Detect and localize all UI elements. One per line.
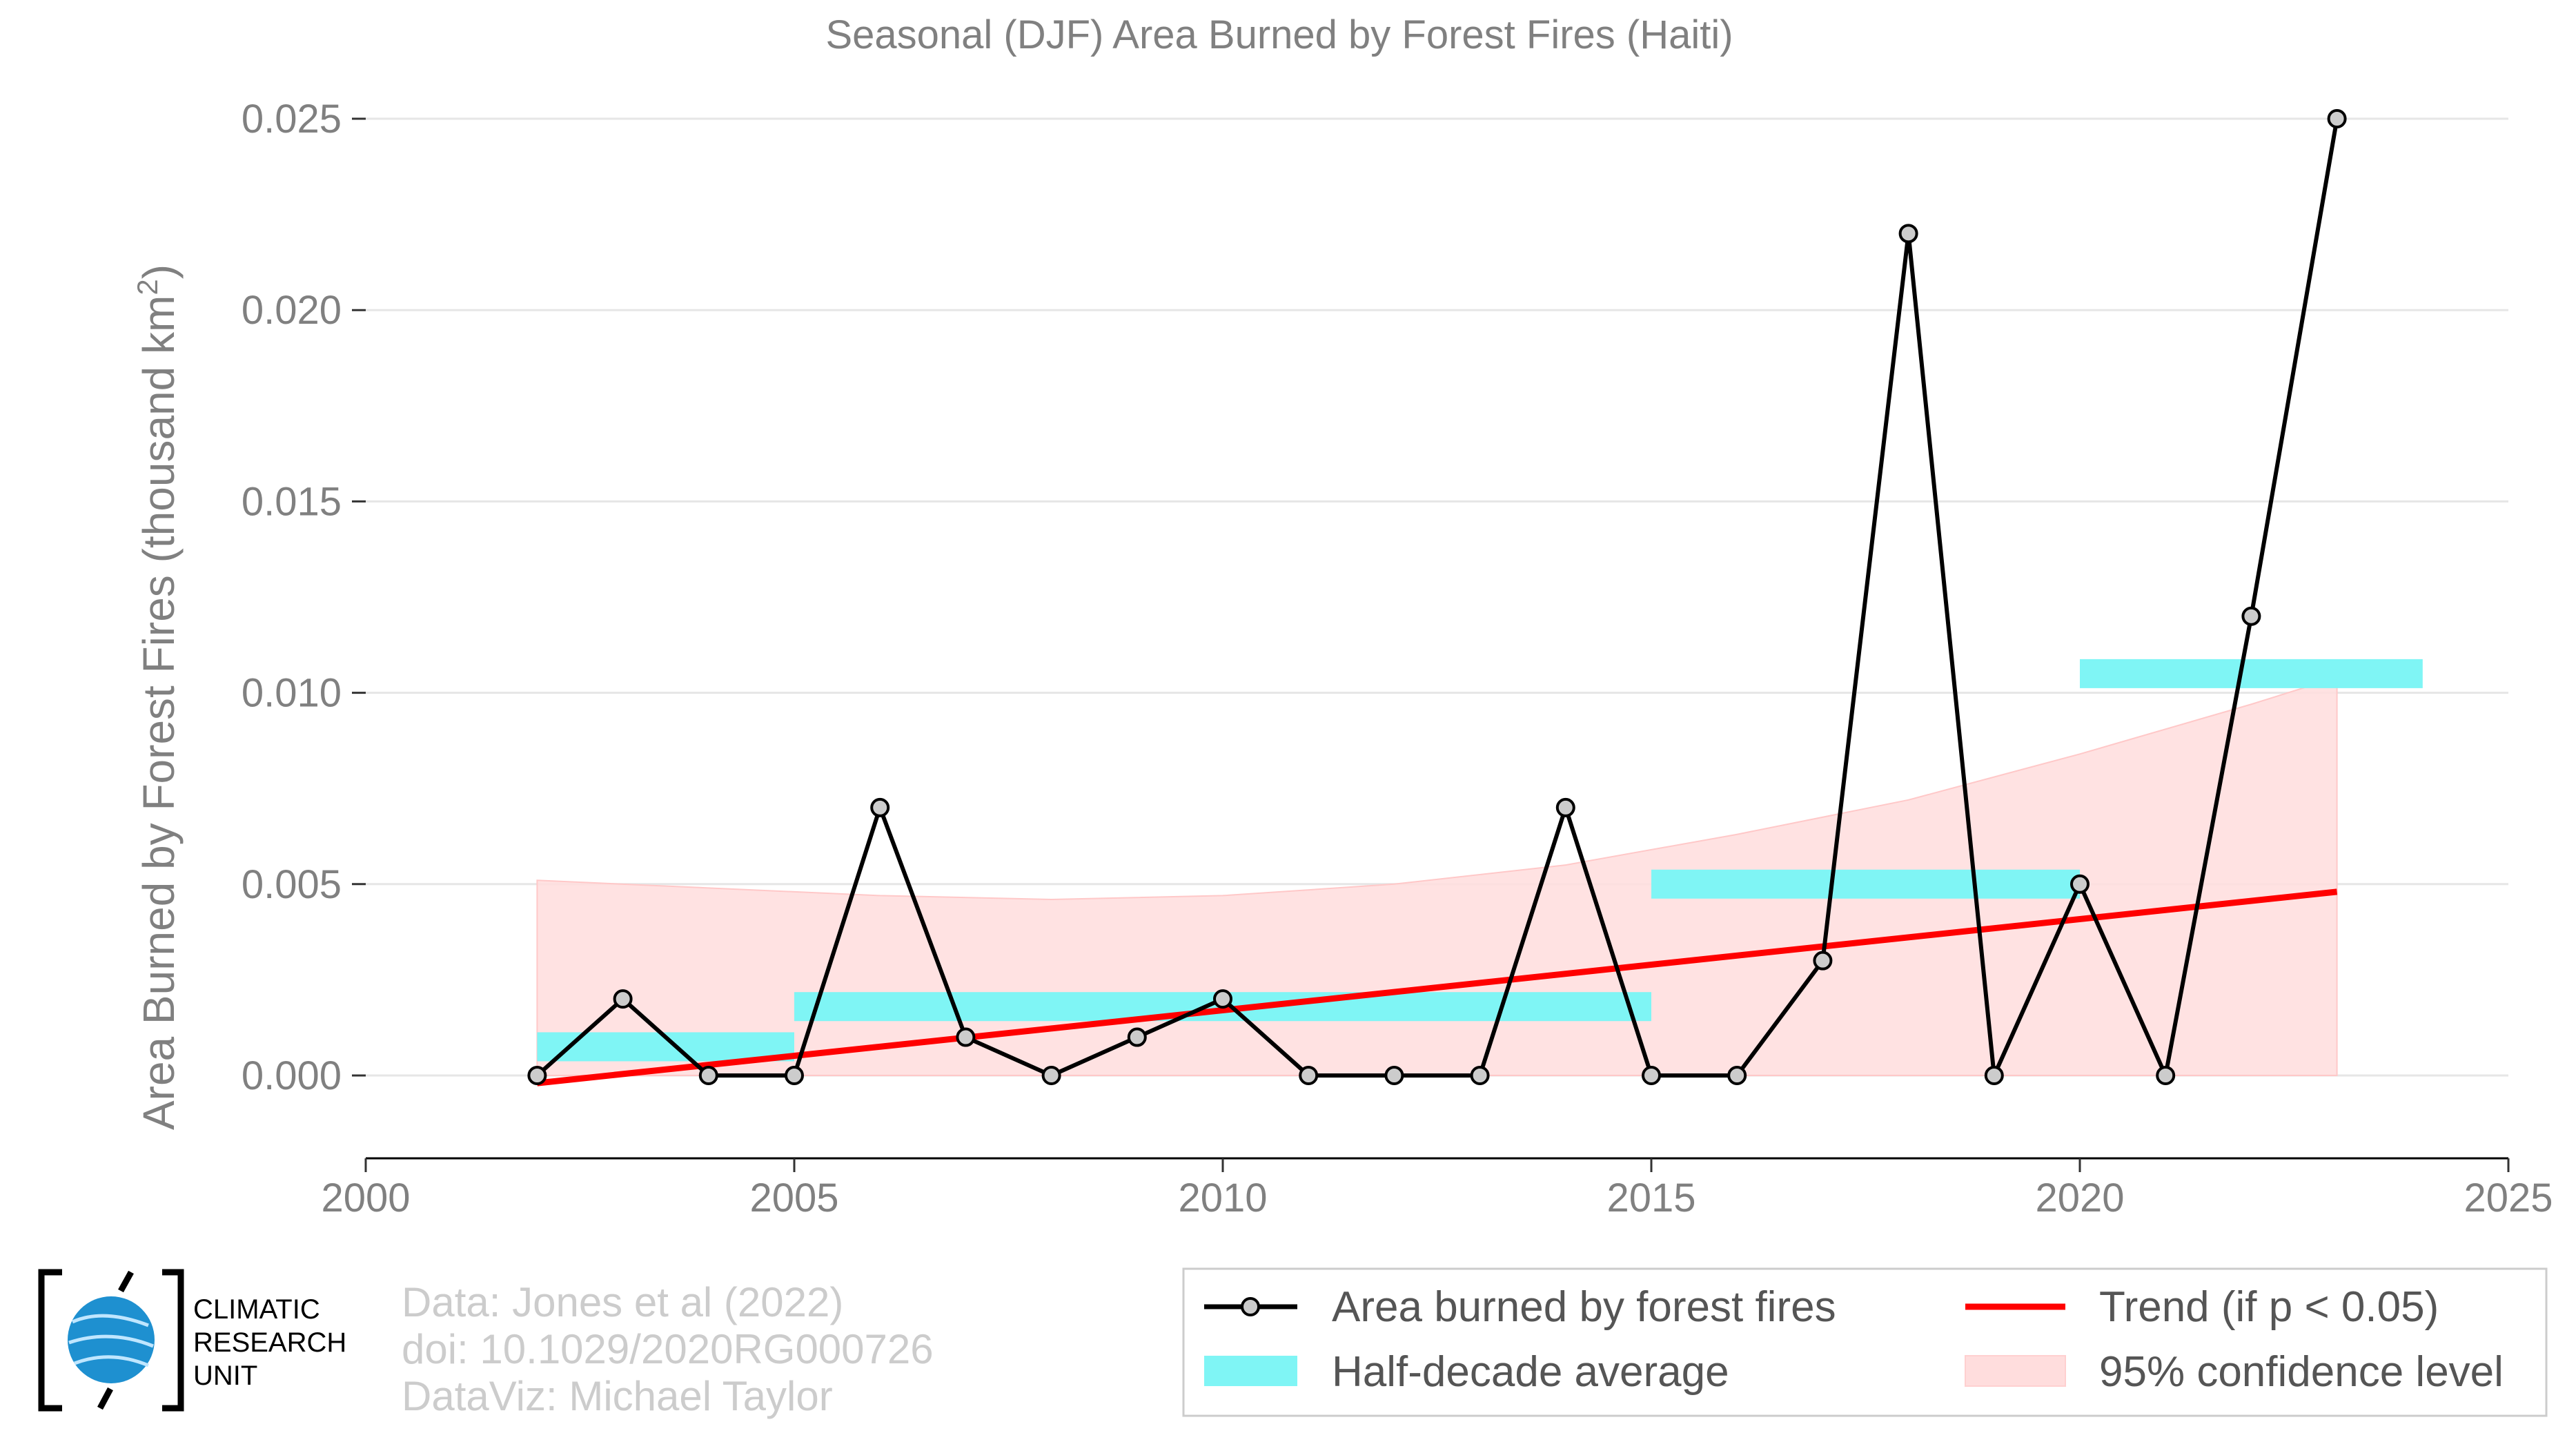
data-point (1555, 797, 1575, 817)
data-point (613, 989, 633, 1009)
globe-wave-3 (74, 1355, 149, 1367)
x-tick-label: 2025 (2464, 1176, 2553, 1220)
data-point (1813, 951, 1833, 971)
credit-data: Data: Jones et al (2022) (402, 1279, 843, 1325)
data-point (698, 1066, 718, 1085)
data-point (2327, 109, 2347, 128)
legend-key-average (1204, 1356, 1297, 1386)
y-axis-ticks: 0.000 0.005 0.010 0.015 0.020 0.025 (242, 97, 366, 1098)
y-tick-label: 0.000 (242, 1053, 342, 1098)
chart-title: Seasonal (DJF) Area Burned by Forest Fir… (825, 12, 1733, 57)
x-tick-label: 2010 (1178, 1176, 1267, 1220)
x-tick-label: 2015 (1606, 1176, 1695, 1220)
series-line (535, 118, 2339, 1078)
logo-text-line2: RESEARCH (193, 1327, 346, 1358)
legend-label-average: Half-decade average (1332, 1348, 1729, 1396)
y-tick-label: 0.025 (242, 97, 342, 142)
logo-slash-top (118, 1270, 134, 1293)
series-layer (527, 109, 2347, 1085)
data-point (2070, 874, 2090, 894)
legend: Area burned by forest fires Trend (if p … (1182, 1267, 2548, 1417)
data-point (785, 1066, 804, 1085)
globe-wave-2 (68, 1334, 154, 1348)
data-point (2156, 1066, 2176, 1085)
legend-label-series: Area burned by forest fires (1332, 1283, 1836, 1331)
data-point (1384, 1066, 1404, 1085)
y-axis-label: Area Burned by Forest Fires (thousand km… (131, 264, 184, 1130)
y-axis-label-superscript: 2 (131, 279, 164, 295)
logo-text-line3: UNIT (193, 1361, 257, 1391)
trend-line (536, 888, 2338, 1087)
y-tick-label: 0.010 (242, 671, 342, 716)
y-axis-label-close: ) (134, 264, 184, 279)
x-tick-label: 2000 (321, 1176, 410, 1220)
logo-slash-bottom (97, 1387, 113, 1410)
logo-bracket-left (38, 1269, 62, 1412)
trend-layer (536, 888, 2338, 1087)
x-tick-label: 2020 (2035, 1176, 2124, 1220)
logo-text-line1: CLIMATIC (193, 1294, 320, 1325)
y-tick-label: 0.005 (242, 862, 342, 907)
y-axis-label-text: Area Burned by Forest Fires (thousand km (134, 295, 184, 1130)
data-point (956, 1027, 976, 1047)
data-point (1898, 224, 1918, 244)
x-tick-label: 2005 (749, 1176, 838, 1220)
legend-key-series-marker (1241, 1297, 1260, 1316)
legend-label-trend: Trend (if p < 0.05) (2099, 1283, 2439, 1331)
data-point (527, 1066, 547, 1085)
half-decade-average-layer (537, 659, 2423, 1062)
data-point (870, 797, 890, 817)
legend-key-confidence (1965, 1355, 2066, 1387)
cru-logo: CLIMATIC RESEARCH UNIT (38, 1269, 346, 1412)
y-tick-label: 0.015 (242, 479, 342, 524)
half-decade-average-bar (1651, 869, 2080, 899)
legend-box (1182, 1267, 2548, 1417)
data-point (1470, 1066, 1490, 1085)
x-axis-ticks: 2000 2005 2010 2015 2020 2025 (321, 1158, 2553, 1220)
credit-doi: doi: 10.1029/2020RG000726 (402, 1326, 934, 1372)
logo-bracket-right (162, 1269, 184, 1412)
data-point (1041, 1066, 1061, 1085)
data-point (1299, 1066, 1319, 1085)
data-point (1984, 1066, 2004, 1085)
globe-wave-1 (71, 1314, 149, 1327)
data-point (1127, 1027, 1147, 1047)
credit-dataviz: DataViz: Michael Taylor (402, 1373, 833, 1419)
data-point (1727, 1066, 1747, 1085)
legend-label-confidence: 95% confidence level (2099, 1348, 2504, 1396)
data-point (1642, 1066, 1661, 1085)
half-decade-average-bar (2080, 659, 2423, 688)
data-point (2241, 606, 2261, 626)
data-point (1213, 989, 1232, 1009)
y-tick-label: 0.020 (242, 288, 342, 333)
